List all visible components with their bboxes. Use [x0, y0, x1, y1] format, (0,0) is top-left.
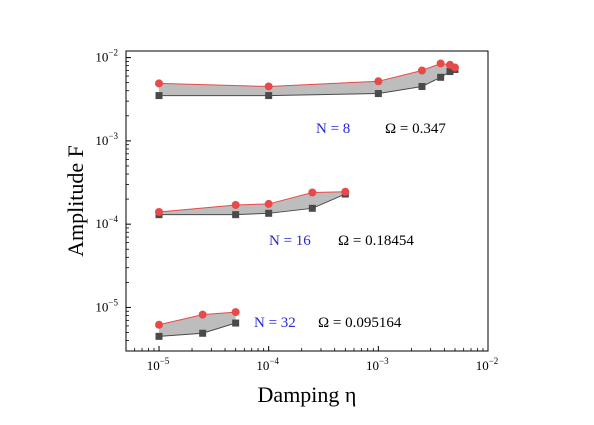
upper-point: [341, 187, 350, 196]
group-omega-label: Ω = 0.095164: [318, 315, 402, 331]
lower-point: [155, 332, 163, 340]
upper-point: [308, 188, 317, 197]
lower-point: [232, 211, 240, 219]
lower-point: [265, 92, 273, 100]
lower-point: [308, 204, 316, 212]
upper-point: [450, 63, 459, 72]
lower-point: [155, 92, 163, 100]
upper-point: [155, 207, 164, 216]
y-axis-ticks: 10−5 10−4 10−3 10−2: [95, 48, 131, 352]
group-n-label: N = 32: [254, 315, 296, 331]
x-axis-label: Damping η: [258, 382, 357, 407]
upper-point: [155, 320, 164, 329]
x-axis-ticks: 10−5 10−4 10−3 10−2: [125, 346, 499, 373]
y-tick-label: 10−2: [95, 48, 118, 65]
x-tick-label: 10−5: [147, 356, 170, 373]
x-tick-label: 10−3: [366, 356, 389, 373]
y-axis-label: Amplitude F: [63, 145, 88, 257]
upper-point: [231, 308, 240, 317]
y-tick-label: 10−3: [95, 131, 118, 148]
upper-point: [264, 199, 273, 208]
band-fill: [159, 312, 236, 337]
group-n-label: N = 8: [316, 121, 350, 137]
plot-frame: [125, 50, 489, 352]
lower-point: [437, 73, 445, 81]
lower-point: [418, 82, 426, 90]
group-n-label: N = 16: [269, 233, 311, 249]
series-group: [155, 308, 240, 340]
y-tick-label: 10−4: [95, 214, 118, 231]
x-tick-label: 10−2: [476, 356, 499, 373]
y-tick-label: 10−5: [95, 297, 118, 314]
upper-point: [231, 200, 240, 209]
upper-point: [264, 82, 273, 91]
x-tick-label: 10−4: [256, 356, 279, 373]
upper-point: [436, 59, 445, 68]
series-group: [155, 187, 350, 219]
lower-point: [199, 329, 207, 337]
upper-point: [417, 66, 426, 75]
group-omega-label: Ω = 0.18454: [338, 233, 414, 249]
upper-point: [155, 79, 164, 88]
series-layer: [155, 59, 459, 340]
annotations: N = 8 Ω = 0.347 N = 16 Ω = 0.18454 N = 32 Ω =…: [254, 121, 446, 331]
series-group: [155, 59, 459, 100]
upper-point: [198, 310, 207, 319]
lower-point: [232, 319, 240, 327]
band-fill: [159, 63, 455, 96]
group-omega-label: Ω = 0.347: [385, 121, 446, 137]
lower-point: [265, 209, 273, 217]
band-fill: [159, 191, 346, 215]
lower-point: [374, 90, 382, 98]
lower-point: [446, 68, 454, 76]
upper-point: [374, 77, 383, 86]
